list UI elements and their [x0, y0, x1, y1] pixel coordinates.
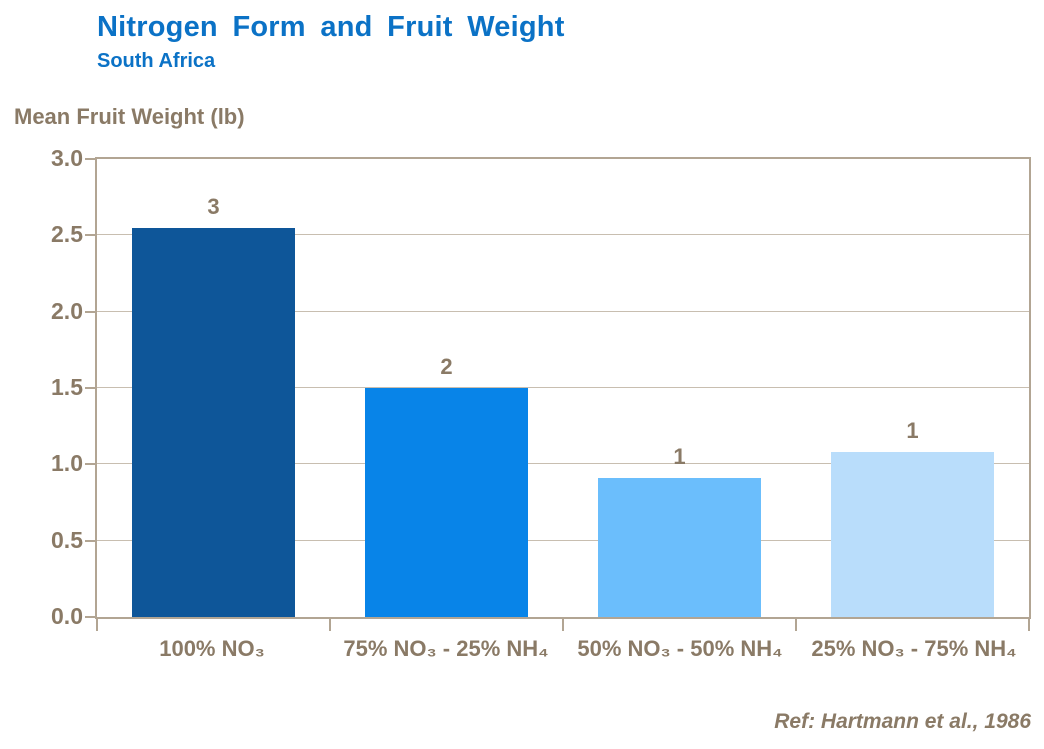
reference-text: Ref: Hartmann et al., 1986 — [774, 710, 1031, 733]
y-tick-label: 3.0 — [51, 145, 83, 171]
plot-area: 3.0 2.5 2.0 1.5 1.0 0.5 0.0 3 2 1 1 — [51, 145, 1031, 631]
gridline — [97, 539, 1029, 541]
x-axis-tick — [795, 619, 797, 631]
y-tick-label: 0.5 — [51, 526, 83, 553]
y-tick-label: 1.5 — [51, 374, 83, 400]
bar-value-label: 1 — [673, 444, 686, 470]
bar-value-label: 2 — [440, 354, 453, 379]
chart-subtitle: South Africa — [97, 50, 216, 72]
gridline — [97, 234, 1029, 236]
x-category-label: 25% NO₃ - 75% NH₄ — [811, 636, 1017, 661]
gridline — [97, 463, 1029, 465]
y-axis-tick — [85, 463, 95, 466]
y-tick-label: 0.0 — [51, 603, 83, 629]
y-axis-tick — [85, 310, 95, 313]
x-axis-tick — [96, 619, 98, 631]
y-axis-tick — [85, 387, 95, 389]
y-tick-label: 2.0 — [51, 297, 83, 324]
bar-3 — [597, 478, 762, 617]
bar-1 — [131, 227, 296, 617]
x-axis-tick — [562, 619, 564, 631]
y-axis-tick — [85, 539, 95, 542]
gridline — [97, 310, 1029, 312]
x-category-label: 75% NO₃ - 25% NH₄ — [343, 636, 549, 661]
x-category-label: 100% NO₃ — [159, 636, 265, 661]
y-axis-tick — [85, 158, 95, 160]
bar-value-label: 3 — [207, 193, 220, 219]
y-tick-label: 1.0 — [51, 450, 83, 477]
x-axis-tick — [1028, 619, 1030, 631]
chart-title: Nitrogen Form and Fruit Weight — [97, 11, 565, 43]
y-axis-tick — [85, 616, 95, 618]
bar-value-label: 1 — [906, 418, 919, 444]
gridline — [97, 387, 1029, 388]
y-tick-label: 2.5 — [51, 221, 83, 248]
x-axis-labels: 100% NO₃ 75% NO₃ - 25% NH₄ 50% NO₃ - 50% N… — [95, 633, 1031, 664]
y-axis-title: Mean Fruit Weight (lb) — [14, 104, 245, 129]
x-axis-tick — [329, 619, 331, 631]
y-axis-tick — [85, 234, 95, 237]
bar-4 — [830, 452, 995, 617]
x-category-label: 50% NO₃ - 50% NH₄ — [577, 636, 783, 661]
bar-2 — [364, 388, 529, 617]
